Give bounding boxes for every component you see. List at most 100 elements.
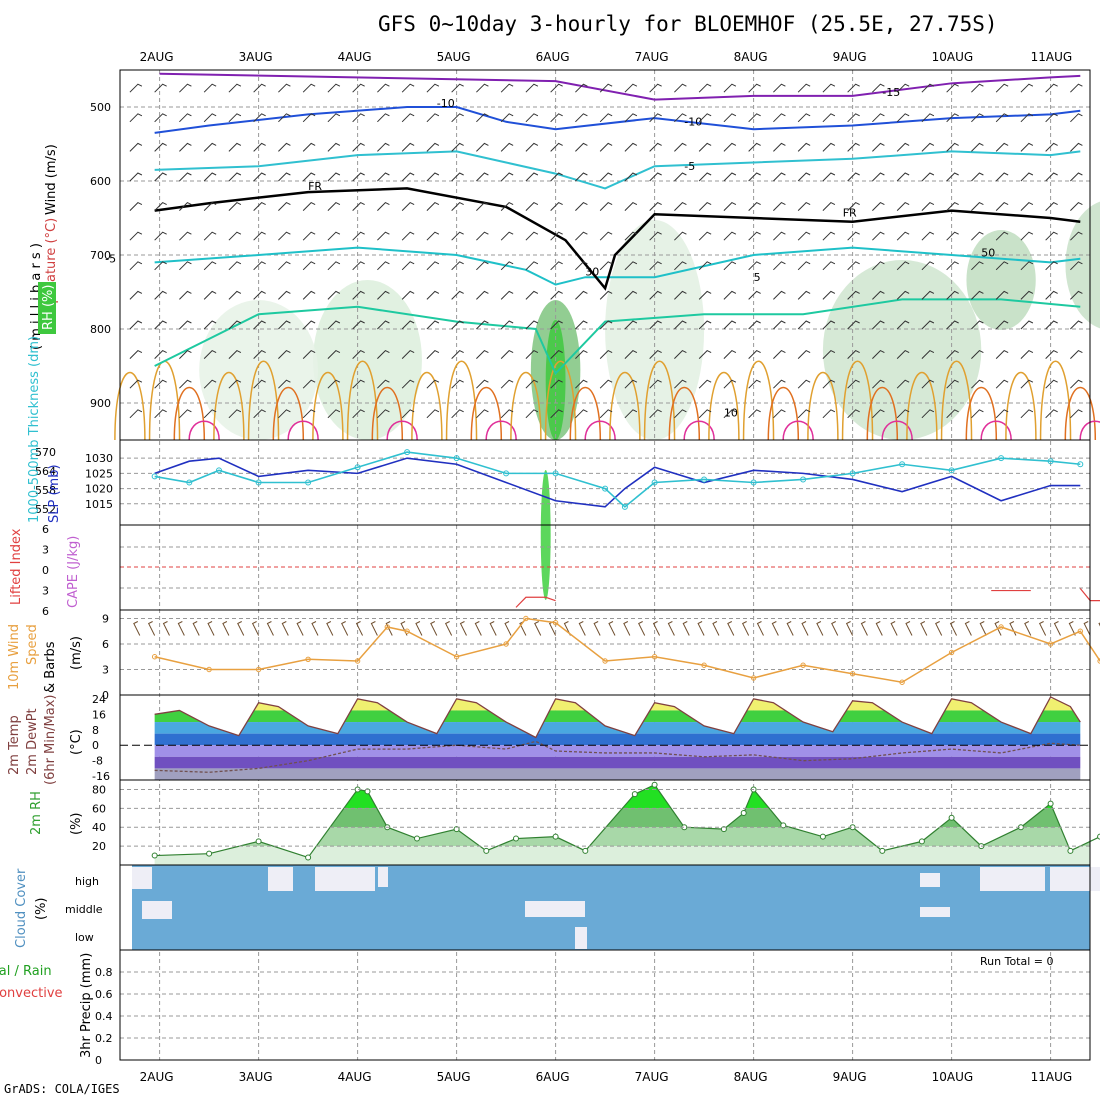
wind-barb xyxy=(872,349,885,359)
thickness-tick: 564 xyxy=(35,465,56,478)
wind-barb xyxy=(624,290,638,300)
wind-barb xyxy=(302,261,316,271)
cloud-gap xyxy=(132,867,152,889)
wind-barb-10m xyxy=(1053,621,1061,636)
wind-barb xyxy=(624,231,638,241)
ylabel-wind-units: (m/s) xyxy=(69,636,84,670)
wind-barb xyxy=(129,231,143,241)
wind-barb xyxy=(476,320,489,330)
wind-barb xyxy=(476,349,489,359)
wind-barb xyxy=(748,231,761,241)
date-label-bottom: 4AUG xyxy=(338,1070,372,1084)
wind-barb xyxy=(451,113,464,123)
ylabel-barbs: & Barbs xyxy=(43,641,58,693)
wind-barb xyxy=(575,231,588,241)
wind-barb xyxy=(1020,290,1034,300)
dewpoint-line xyxy=(154,740,1081,773)
wind-barb xyxy=(401,142,415,152)
wind-barb xyxy=(1020,261,1034,271)
thickness-marker xyxy=(849,470,856,477)
wind-barb xyxy=(352,261,365,271)
wind-barb xyxy=(401,290,415,300)
wind-barb xyxy=(500,83,514,93)
wind-barb-10m xyxy=(355,621,363,636)
wind-barb xyxy=(649,409,662,419)
wind-barb xyxy=(154,83,167,93)
wind-barb xyxy=(550,83,563,93)
date-label-top: 5AUG xyxy=(437,50,471,64)
wind-barb xyxy=(426,290,440,300)
panel-frame-wind xyxy=(119,609,1091,696)
ylabel-lifted-index: Lifted Index xyxy=(9,528,24,605)
wind-barb xyxy=(971,261,984,271)
wind-speed-marker xyxy=(602,658,608,664)
wind-barb xyxy=(946,290,959,300)
wind-barb xyxy=(748,113,761,123)
wind-barb xyxy=(253,320,266,330)
wind-barb xyxy=(377,261,390,271)
wind-barb xyxy=(649,261,662,271)
wind-barb xyxy=(896,83,910,93)
wind-barb xyxy=(426,320,440,330)
wind-barb xyxy=(1070,172,1083,182)
wind-barb xyxy=(525,231,539,241)
wind-barb xyxy=(203,83,217,93)
rh-marker xyxy=(631,791,638,798)
temp-contour-lobe xyxy=(173,386,206,441)
wind-barb-10m xyxy=(147,621,156,636)
wind-barb xyxy=(426,142,440,152)
thickness-marker xyxy=(701,476,708,483)
contour-line xyxy=(159,72,1081,101)
wind-barb xyxy=(995,320,1009,330)
wind-barb xyxy=(352,320,365,330)
wind-barb xyxy=(723,83,737,93)
wind-barb xyxy=(500,290,514,300)
wind-barb xyxy=(649,172,662,182)
temp-contour-lobe xyxy=(1079,420,1100,441)
wind-barb xyxy=(822,409,836,419)
wind-barb xyxy=(748,379,761,389)
date-label-bottom: 5AUG xyxy=(437,1070,471,1084)
wind-barb xyxy=(773,231,786,241)
wind-barb xyxy=(599,320,613,330)
wind-barb xyxy=(1070,290,1083,300)
wind-barb xyxy=(1045,142,1058,152)
thickness-marker xyxy=(899,461,906,468)
wind-barb xyxy=(822,261,836,271)
temp-contour-lobe xyxy=(272,386,305,441)
cloud-gap xyxy=(315,867,375,891)
wind-barb xyxy=(253,379,266,389)
wind-barb xyxy=(154,172,167,182)
wind-barb xyxy=(203,349,217,359)
date-label-bottom: 8AUG xyxy=(734,1070,768,1084)
wind-barb xyxy=(822,379,836,389)
temp-tick: -16 xyxy=(92,770,110,783)
wind-barb xyxy=(575,349,588,359)
wind-barb xyxy=(971,201,984,211)
temp-tick: 16 xyxy=(92,708,106,721)
wind-barb xyxy=(253,290,266,300)
rh-marker xyxy=(918,838,925,845)
wind-barb xyxy=(302,113,316,123)
wind-barb xyxy=(500,409,514,419)
wind-barb-10m xyxy=(935,621,943,636)
wind-barb xyxy=(896,409,910,419)
wind-barb xyxy=(872,379,885,389)
wind-barb xyxy=(773,409,786,419)
wind-barb xyxy=(872,409,885,419)
wind-barb xyxy=(896,379,910,389)
wind-barb xyxy=(872,172,885,182)
wind-barb xyxy=(797,320,811,330)
wind-barb xyxy=(550,172,563,182)
wind-barb xyxy=(1020,349,1034,359)
wind-barb xyxy=(451,290,464,300)
temp-contour-lobe xyxy=(386,420,418,441)
wind-barb xyxy=(946,349,959,359)
wind-barb xyxy=(797,83,811,93)
wind-speed-marker xyxy=(849,671,856,677)
wind-barb xyxy=(748,290,761,300)
wind-barb xyxy=(352,290,365,300)
temp-tick: 24 xyxy=(92,693,106,706)
wind-barb xyxy=(599,142,613,152)
wind-barb xyxy=(995,172,1009,182)
